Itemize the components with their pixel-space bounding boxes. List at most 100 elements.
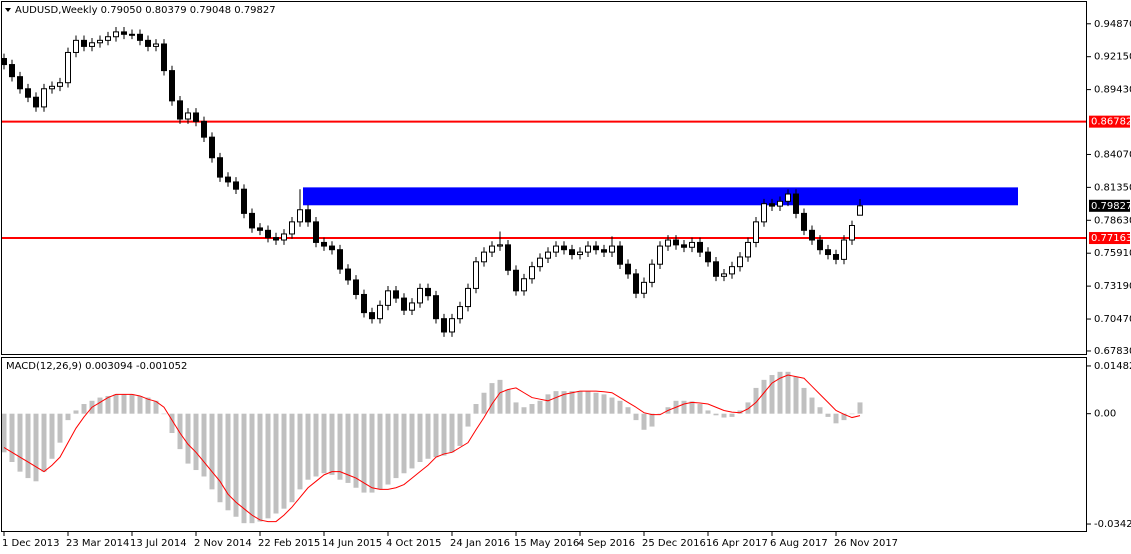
- macd-bar: [393, 413, 399, 479]
- macd-bar: [465, 413, 471, 427]
- candle-body: [257, 227, 263, 231]
- macd-bar: [313, 413, 319, 477]
- candle-body: [121, 31, 127, 35]
- candle-body: [497, 244, 503, 247]
- candle-body: [89, 42, 95, 47]
- macd-bar: [657, 413, 663, 415]
- y-tick-label: -0.034265: [1094, 519, 1131, 530]
- candle-body: [401, 297, 407, 311]
- macd-bar: [689, 401, 695, 414]
- candle-body: [313, 221, 319, 243]
- candle-body: [577, 251, 583, 256]
- x-tick-label: 26 Nov 2017: [834, 538, 898, 549]
- macd-bar: [481, 392, 487, 414]
- candle-body: [377, 304, 383, 320]
- x-tick-label: 22 Feb 2015: [258, 538, 320, 549]
- macd-bar: [217, 413, 223, 503]
- macd-bar: [753, 387, 759, 414]
- macd-bar: [353, 413, 359, 488]
- candle-body: [505, 244, 511, 271]
- macd-bar: [265, 413, 271, 519]
- candle-body: [81, 39, 87, 47]
- candle-body: [217, 157, 223, 178]
- macd-bar: [737, 410, 743, 414]
- candle-body: [841, 239, 847, 260]
- macd-bar: [273, 413, 279, 514]
- macd-bar: [369, 413, 375, 493]
- macd-bar: [201, 413, 207, 477]
- candle-body: [329, 245, 335, 251]
- x-tick-label: 23 Mar 2014: [66, 538, 129, 549]
- macd-bar: [473, 404, 479, 414]
- candle-body: [697, 241, 703, 253]
- macd-bar: [841, 413, 847, 421]
- candle-body: [649, 263, 655, 283]
- indicator-title: MACD(12,26,9) 0.003094 -0.001052: [6, 361, 187, 372]
- macd-bar: [745, 402, 751, 414]
- macd-bar: [377, 413, 383, 490]
- candle-body: [769, 203, 775, 207]
- candle-body: [345, 268, 351, 281]
- macd-bar: [505, 389, 511, 414]
- macd-bar: [761, 379, 767, 414]
- macd-bar: [185, 413, 191, 464]
- candle-body: [593, 245, 599, 251]
- candle-body: [9, 64, 15, 78]
- candle-body: [321, 241, 327, 247]
- macd-bar: [1, 413, 7, 453]
- candle-body: [857, 205, 863, 216]
- macd-bar: [769, 375, 775, 414]
- candle-body: [233, 181, 239, 190]
- candle-body: [601, 249, 607, 253]
- macd-bar: [97, 397, 103, 414]
- candle-body: [641, 281, 647, 294]
- candle-body: [777, 200, 783, 207]
- macd-bar: [329, 413, 335, 475]
- candle-body: [1, 58, 7, 66]
- macd-bar: [145, 397, 151, 414]
- price-label: 0.77163: [1091, 233, 1131, 244]
- candle-body: [537, 257, 543, 268]
- candle-body: [745, 241, 751, 258]
- macd-bar: [513, 402, 519, 414]
- candle-body: [825, 249, 831, 256]
- collapse-icon[interactable]: [5, 8, 11, 12]
- candle-body: [585, 245, 591, 253]
- x-tick-label: 24 Jan 2016: [450, 538, 510, 549]
- macd-bar: [457, 413, 463, 446]
- macd-bar: [721, 413, 727, 418]
- macd-bar: [289, 413, 295, 503]
- candle-body: [457, 306, 463, 320]
- last-price-bg: [1089, 199, 1130, 212]
- macd-bar: [553, 391, 559, 414]
- macd-bar: [617, 400, 623, 414]
- signal-line: [3, 374, 861, 523]
- candle-body: [561, 245, 567, 251]
- macd-bar: [433, 413, 439, 458]
- candle-body: [729, 266, 735, 275]
- candle-body: [553, 245, 559, 253]
- macd-bar: [713, 413, 719, 416]
- macd-bar: [601, 394, 607, 414]
- price-label-bg: [1089, 115, 1130, 128]
- macd-bar: [25, 413, 31, 479]
- candle-body: [281, 233, 287, 241]
- macd-bar: [817, 407, 823, 414]
- candle-body: [473, 261, 479, 289]
- candle-body: [393, 290, 399, 299]
- macd-bar: [361, 413, 367, 493]
- zones-layer: [2, 120, 1086, 240]
- candle-body: [521, 278, 527, 292]
- macd-bar: [129, 394, 135, 414]
- x-tick-label: 1 Dec 2013: [2, 538, 60, 549]
- candle-body: [817, 239, 823, 251]
- macd-bar: [65, 413, 71, 421]
- candle-body: [737, 256, 743, 268]
- macd-bar: [401, 413, 407, 474]
- candle-body: [713, 261, 719, 277]
